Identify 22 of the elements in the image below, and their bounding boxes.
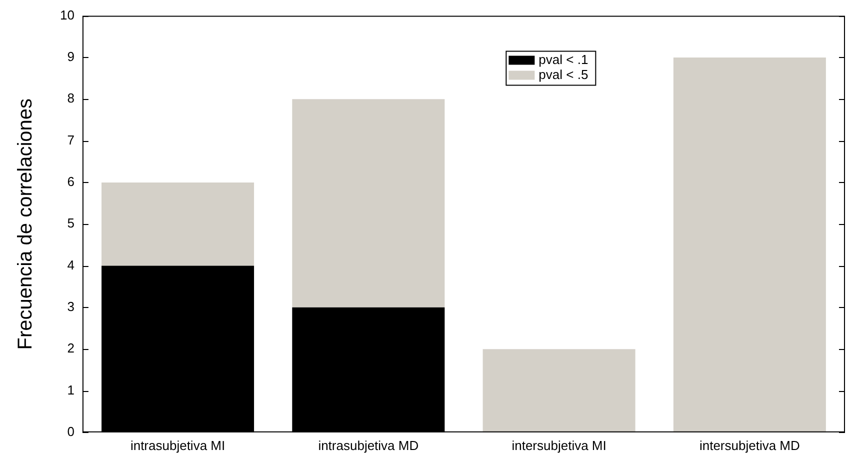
y-tick-label: 4 [67,257,74,272]
legend-label: pval < .1 [538,52,588,67]
x-tick-label: intersubjetiva MI [512,438,606,453]
bar [292,99,445,308]
y-tick-label: 10 [60,7,74,22]
y-axis-title: Frecuencia de correlaciones [14,98,37,350]
legend-label: pval < .5 [538,66,588,82]
bar [102,182,254,266]
y-tick-label: 0 [67,424,74,439]
y-tick-label: 3 [67,299,74,314]
y-tick-label: 9 [67,49,74,64]
x-tick-label: intersubjetiva MD [699,438,800,453]
y-tick-label: 6 [67,174,74,190]
y-tick-label: 7 [67,132,74,148]
y-tick-label: 1 [67,382,74,398]
y-tick-label: 5 [67,216,74,231]
bar [482,349,636,432]
x-tick-label: intrasubjetiva MI [130,438,226,453]
y-tick-label: 2 [67,340,74,356]
bar [673,57,826,432]
y-tick-label: 8 [67,90,74,106]
x-tick-label: intrasubjetiva MD [318,438,419,453]
